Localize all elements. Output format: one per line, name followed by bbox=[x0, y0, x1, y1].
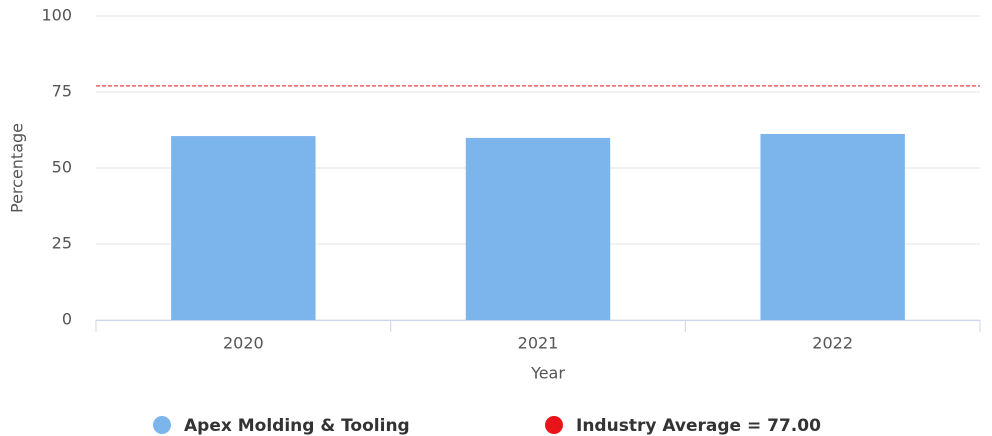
legend-label: Apex Molding & Tooling bbox=[184, 416, 410, 436]
y-tick-label: 100 bbox=[41, 6, 72, 25]
legend-label: Industry Average = 77.00 bbox=[576, 416, 821, 436]
x-tick-label: 2021 bbox=[518, 334, 559, 353]
bar bbox=[171, 136, 316, 320]
y-tick-label: 25 bbox=[52, 234, 72, 253]
bar bbox=[465, 137, 611, 320]
legend-marker bbox=[153, 416, 171, 434]
y-axis-title: Percentage bbox=[8, 123, 27, 213]
legend-marker bbox=[545, 416, 563, 434]
y-tick-label: 50 bbox=[52, 158, 72, 177]
x-axis-title: Year bbox=[530, 364, 565, 383]
bar bbox=[760, 133, 905, 320]
x-tick-label: 2020 bbox=[223, 334, 264, 353]
x-tick-label: 2022 bbox=[812, 334, 853, 353]
y-tick-label: 75 bbox=[52, 82, 72, 101]
y-tick-label: 0 bbox=[62, 310, 72, 329]
